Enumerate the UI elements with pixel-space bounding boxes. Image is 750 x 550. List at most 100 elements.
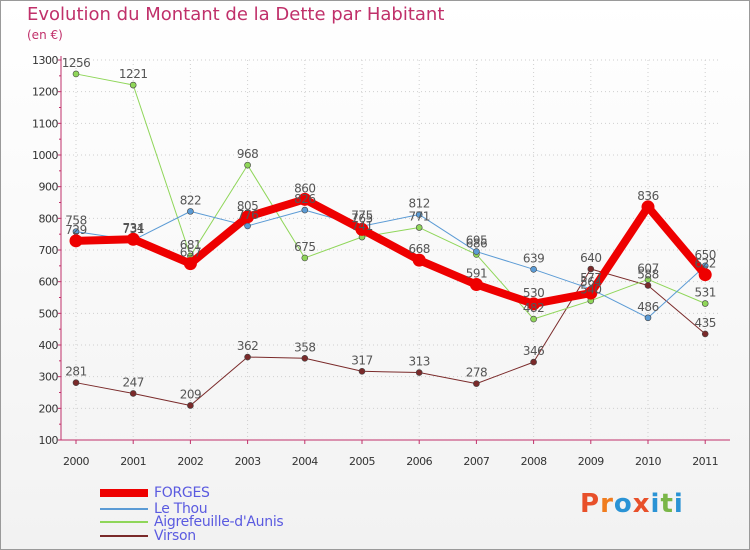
data-label: 591 <box>466 267 487 281</box>
data-label: 771 <box>408 210 429 224</box>
data-label: 758 <box>65 214 86 228</box>
data-point <box>473 248 480 255</box>
data-label: 486 <box>637 300 658 314</box>
data-point <box>358 367 366 375</box>
data-label: 681 <box>180 238 201 252</box>
data-label: 741 <box>351 219 372 233</box>
x-tick-label: 2004 <box>292 455 318 468</box>
data-point <box>701 330 709 338</box>
legend-label-aigrefeuille: Aigrefeuille-d'Aunis <box>154 514 284 530</box>
x-tick-label: 2003 <box>235 455 261 468</box>
data-label: 734 <box>122 221 143 235</box>
data-point <box>584 286 598 300</box>
data-label: 695 <box>466 234 487 248</box>
data-point <box>355 222 369 236</box>
data-label: 1221 <box>119 67 148 81</box>
chart-title: Evolution du Montant de la Dette par Hab… <box>27 4 445 25</box>
data-label: 968 <box>237 147 258 161</box>
y-tick-label: 100 <box>39 434 59 447</box>
x-tick-label: 2007 <box>463 455 489 468</box>
legend-label-le-thou: Le Thou <box>154 501 208 517</box>
y-tick-label: 1200 <box>32 86 58 99</box>
data-label: 622 <box>694 257 715 271</box>
data-label: 686 <box>466 236 487 250</box>
x-tick-label: 2001 <box>120 455 146 468</box>
data-label: 588 <box>637 267 658 281</box>
x-tick-label: 2010 <box>635 455 661 468</box>
data-label: 668 <box>408 242 429 256</box>
data-label: 346 <box>523 344 544 358</box>
data-label: 1256 <box>62 56 91 70</box>
legend-swatch-virson <box>100 535 148 537</box>
series-line-1 <box>75 209 706 319</box>
data-label: 607 <box>637 261 658 275</box>
data-label: 278 <box>466 366 487 380</box>
data-point <box>244 222 251 230</box>
data-label: 247 <box>122 375 143 389</box>
data-label: 639 <box>523 251 544 265</box>
y-tick-label: 200 <box>39 402 59 415</box>
data-point <box>415 369 423 376</box>
data-point <box>587 265 595 273</box>
data-label: 836 <box>637 189 658 203</box>
x-tick-label: 2011 <box>692 455 718 468</box>
series-line-2 <box>75 73 706 320</box>
chart-unit: (en €) <box>27 28 63 42</box>
data-point <box>187 402 194 409</box>
legend-swatch-forges <box>100 489 148 497</box>
data-label: 358 <box>294 340 315 354</box>
data-point <box>527 297 541 311</box>
data-point <box>469 278 483 292</box>
data-label: 531 <box>694 286 715 300</box>
data-label: 540 <box>580 283 601 297</box>
y-tick-label: 1300 <box>32 54 58 67</box>
data-point <box>126 232 140 246</box>
data-point <box>298 192 312 206</box>
legend-item-virson: Virson <box>100 528 196 544</box>
x-tick-label: 2008 <box>521 455 547 468</box>
data-point <box>301 354 309 362</box>
series-line-0 <box>75 195 709 308</box>
data-point <box>415 211 423 218</box>
data-label: 729 <box>65 223 86 237</box>
data-point <box>641 200 655 214</box>
data-point <box>69 234 83 248</box>
y-tick-label: 900 <box>39 181 59 194</box>
data-point <box>244 353 251 361</box>
y-tick-label: 500 <box>39 307 59 320</box>
data-point <box>701 300 709 307</box>
data-point <box>530 266 537 273</box>
legend-swatch-le-thou <box>100 508 148 510</box>
data-label: 362 <box>237 339 258 353</box>
data-label: 822 <box>180 193 201 207</box>
legend-item-forges: FORGES <box>100 485 210 501</box>
data-point <box>183 257 197 271</box>
data-label: 281 <box>65 365 86 379</box>
y-tick-label: 600 <box>39 276 59 289</box>
legend-swatch-aigrefeuille <box>100 521 148 523</box>
x-tick-label: 2009 <box>578 455 604 468</box>
data-point <box>644 314 652 322</box>
data-label: 209 <box>180 387 201 401</box>
data-point <box>415 224 423 231</box>
data-label: 530 <box>523 286 544 300</box>
x-tick-label: 2005 <box>349 455 375 468</box>
data-point <box>129 81 137 89</box>
data-label: 731 <box>122 222 143 236</box>
data-point <box>698 268 712 282</box>
data-label: 435 <box>694 316 715 330</box>
data-point <box>129 390 137 397</box>
data-point <box>301 206 309 214</box>
legend-item-le-thou: Le Thou <box>100 501 208 517</box>
data-label: 805 <box>237 199 258 213</box>
data-label: 775 <box>351 208 372 222</box>
y-tick-label: 700 <box>39 244 59 257</box>
data-point <box>72 70 80 78</box>
data-label: 826 <box>294 192 315 206</box>
data-label: 650 <box>694 248 715 262</box>
data-label: 577 <box>580 271 601 285</box>
x-tick-label: 2000 <box>63 455 89 468</box>
data-point <box>72 379 80 386</box>
data-point <box>301 254 309 262</box>
